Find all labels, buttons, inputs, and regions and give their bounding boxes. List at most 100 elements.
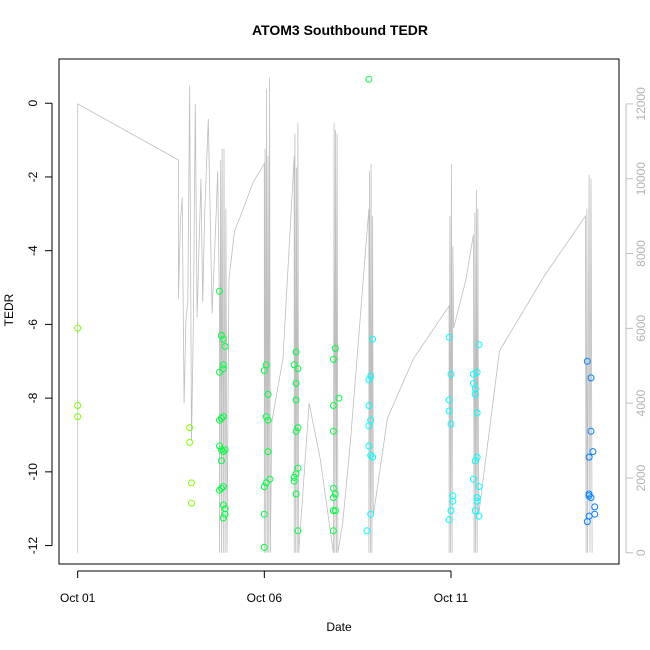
- data-point: [290, 361, 298, 369]
- y-axis-label: TEDR: [2, 293, 16, 326]
- right-tick-label: 6000: [634, 315, 648, 342]
- data-point: [216, 368, 223, 376]
- data-point: [365, 422, 373, 430]
- data-point: [260, 483, 268, 491]
- data-point: [216, 442, 223, 450]
- data-point: [188, 479, 195, 487]
- data-point: [264, 448, 272, 456]
- data-point: [262, 479, 270, 487]
- data-point: [219, 413, 227, 421]
- data-point: [331, 490, 339, 498]
- data-point: [74, 324, 82, 332]
- data-point: [221, 510, 229, 518]
- data-point: [469, 370, 477, 378]
- data-point: [447, 507, 455, 515]
- y-tick-label: 0: [26, 100, 40, 107]
- data-point: [329, 427, 337, 435]
- data-point: [369, 453, 377, 461]
- right-tick-label: 4000: [634, 389, 648, 416]
- data-point: [292, 490, 300, 498]
- data-point: [290, 477, 298, 485]
- data-point: [365, 75, 373, 83]
- data-point: [475, 483, 483, 491]
- data-point: [262, 361, 270, 369]
- data-point: [219, 483, 227, 491]
- data-point: [264, 416, 272, 424]
- right-series-line: [77, 77, 593, 553]
- data-point: [188, 499, 195, 507]
- data-point: [266, 475, 274, 483]
- data-point: [473, 494, 481, 502]
- data-point: [331, 507, 339, 515]
- data-point: [260, 510, 268, 518]
- data-point: [587, 427, 595, 435]
- data-point: [447, 370, 455, 378]
- right-tick-label: 0: [634, 549, 648, 556]
- y-tick-label: -10: [26, 463, 40, 481]
- data-point: [217, 446, 225, 454]
- points-layer: [74, 75, 599, 551]
- data-point: [447, 420, 455, 428]
- data-point: [469, 475, 477, 483]
- data-point: [367, 451, 375, 459]
- data-point: [292, 427, 300, 435]
- data-point: [335, 394, 343, 402]
- data-point: [583, 357, 591, 365]
- data-point: [473, 497, 481, 505]
- data-point: [294, 424, 302, 432]
- data-point: [367, 510, 375, 518]
- data-point: [217, 457, 225, 465]
- data-point: [471, 507, 479, 515]
- data-point: [292, 396, 300, 404]
- data-point: [363, 527, 371, 535]
- data-point: [217, 332, 225, 339]
- data-point: [262, 413, 270, 421]
- x-tick-label: Oct 06: [247, 591, 283, 605]
- data-point: [449, 497, 457, 505]
- data-point: [369, 335, 377, 343]
- data-point: [473, 453, 481, 461]
- data-point: [219, 501, 227, 509]
- data-point: [186, 438, 194, 446]
- right-tick-label: 12000: [634, 87, 648, 121]
- data-point: [219, 361, 227, 369]
- data-point: [585, 453, 593, 461]
- data-point: [329, 527, 337, 535]
- data-point: [475, 512, 483, 520]
- data-point: [471, 390, 479, 398]
- data-point: [591, 510, 599, 518]
- data-point: [294, 527, 302, 535]
- data-point: [583, 518, 591, 526]
- data-point: [591, 503, 599, 511]
- data-point: [587, 494, 595, 502]
- y-tick-label: -4: [26, 245, 40, 256]
- data-point: [365, 442, 373, 450]
- data-point: [473, 368, 481, 376]
- axes-layer: Oct 01 Oct 06 Oct 11 0 -2 -4 -6 -8 -10 -12 0 2000 40…: [26, 87, 648, 605]
- y-tick-label: -12: [26, 537, 40, 555]
- data-point: [445, 407, 453, 415]
- plot-frame: [58, 58, 620, 565]
- data-point: [260, 543, 268, 551]
- data-point: [219, 365, 227, 373]
- data-point: [585, 492, 593, 500]
- right-tick-label: 10000: [634, 162, 648, 196]
- data-point: [331, 344, 339, 352]
- data-point: [329, 355, 337, 363]
- data-point: [221, 343, 229, 350]
- data-point: [221, 446, 229, 454]
- x-tick-label: Oct 11: [434, 591, 469, 605]
- data-point: [475, 341, 483, 349]
- x-axis-label: Date: [326, 620, 352, 634]
- data-point: [219, 335, 227, 343]
- data-point: [216, 416, 223, 424]
- data-point: [74, 413, 82, 421]
- right-series-layer: [77, 77, 593, 553]
- data-point: [186, 424, 194, 432]
- data-point: [74, 402, 82, 409]
- data-point: [292, 348, 300, 356]
- data-point: [365, 376, 373, 384]
- data-point: [290, 473, 298, 481]
- y-tick-label: -6: [26, 319, 40, 330]
- data-point: [216, 486, 223, 494]
